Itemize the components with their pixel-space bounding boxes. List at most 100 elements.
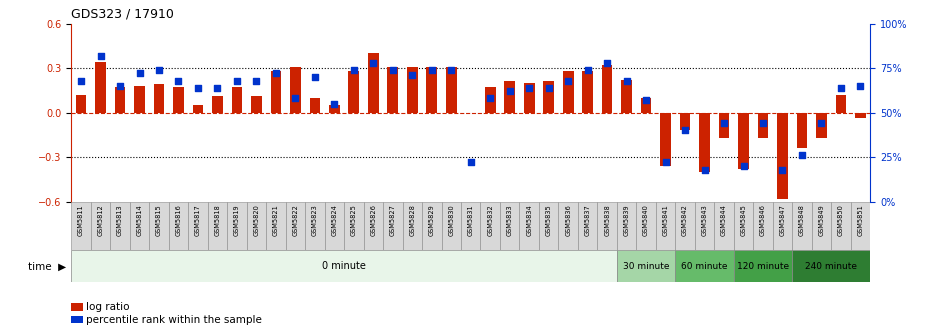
Bar (699, 113, 709, 172)
Bar (539, 202, 558, 250)
Point (190, 85, 205, 90)
Text: GSM5833: GSM5833 (507, 204, 513, 236)
Text: GSM5817: GSM5817 (195, 204, 201, 236)
Bar (344, 202, 363, 250)
Bar (851, 202, 870, 250)
Point (229, 78, 244, 83)
Point (502, 88, 517, 94)
Bar (695, 202, 714, 250)
Text: GSM5824: GSM5824 (331, 204, 338, 236)
Text: GSM5841: GSM5841 (663, 204, 669, 236)
Text: time  ▶: time ▶ (29, 261, 67, 271)
Text: GSM5847: GSM5847 (780, 204, 786, 236)
Bar (305, 202, 324, 250)
Bar (129, 202, 149, 250)
Bar (149, 202, 168, 250)
Bar (188, 202, 207, 250)
Point (268, 71, 283, 76)
Bar (578, 202, 597, 250)
Bar (675, 202, 695, 250)
Point (307, 74, 322, 80)
Text: GSM5816: GSM5816 (176, 204, 182, 236)
Bar (227, 202, 246, 250)
Text: GSM5812: GSM5812 (98, 204, 104, 236)
Text: GSM5826: GSM5826 (370, 204, 377, 236)
Text: GSM5813: GSM5813 (117, 204, 123, 236)
Bar (329, 105, 340, 113)
Bar (797, 113, 807, 148)
Text: GSM5838: GSM5838 (604, 204, 611, 236)
Text: GSM5821: GSM5821 (273, 204, 279, 236)
Bar (309, 98, 320, 113)
Text: GSM5840: GSM5840 (643, 204, 650, 236)
Bar (675, 250, 734, 282)
Bar (285, 202, 305, 250)
Point (541, 85, 556, 90)
Point (775, 167, 790, 172)
Bar (407, 67, 417, 113)
Bar (461, 202, 480, 250)
Bar (636, 202, 656, 250)
Bar (753, 202, 773, 250)
Bar (168, 202, 188, 250)
Text: GSM5831: GSM5831 (468, 204, 474, 236)
Text: GSM5819: GSM5819 (234, 204, 240, 236)
Bar (617, 250, 675, 282)
Bar (558, 202, 578, 250)
Bar (719, 113, 729, 138)
Text: GSM5815: GSM5815 (156, 204, 162, 236)
Text: GSM5832: GSM5832 (487, 204, 494, 236)
Bar (368, 53, 378, 113)
Bar (758, 113, 768, 138)
Bar (251, 96, 262, 113)
Bar (524, 83, 534, 113)
Text: GSM5845: GSM5845 (741, 204, 747, 236)
Point (853, 83, 868, 89)
Bar (500, 202, 519, 250)
Text: GDS323 / 17910: GDS323 / 17910 (71, 8, 174, 21)
Point (385, 67, 400, 73)
Point (171, 78, 186, 83)
Bar (792, 250, 870, 282)
Bar (246, 202, 266, 250)
Bar (402, 202, 422, 250)
Bar (134, 86, 145, 113)
Bar (680, 113, 690, 130)
Bar (193, 105, 204, 113)
Text: percentile rank within the sample: percentile rank within the sample (86, 314, 262, 325)
Bar (383, 202, 402, 250)
Bar (363, 202, 383, 250)
Text: GSM5844: GSM5844 (721, 204, 727, 236)
Text: 0 minute: 0 minute (322, 261, 366, 271)
Text: GSM5823: GSM5823 (312, 204, 318, 236)
Bar (816, 113, 826, 138)
Bar (446, 67, 456, 113)
Text: GSM5848: GSM5848 (799, 204, 805, 236)
Bar (426, 67, 437, 113)
Text: 60 minute: 60 minute (681, 262, 728, 271)
Bar (110, 202, 129, 250)
Point (755, 121, 770, 126)
Text: GSM5835: GSM5835 (546, 204, 552, 236)
Point (73, 78, 88, 83)
Bar (519, 202, 539, 250)
Bar (582, 71, 593, 113)
Bar (71, 250, 617, 282)
Point (366, 60, 381, 66)
Text: GSM5814: GSM5814 (137, 204, 143, 236)
Bar (597, 202, 617, 250)
Point (658, 160, 673, 165)
Point (599, 60, 614, 66)
Bar (266, 202, 285, 250)
Bar (154, 84, 165, 113)
Point (794, 153, 809, 158)
Text: GSM5849: GSM5849 (819, 204, 825, 236)
Point (619, 78, 634, 83)
Bar (641, 98, 651, 113)
Point (346, 67, 361, 73)
Bar (812, 202, 831, 250)
Text: GSM5851: GSM5851 (858, 204, 864, 236)
Text: GSM5830: GSM5830 (448, 204, 455, 236)
Point (482, 96, 497, 101)
Bar (714, 202, 734, 250)
